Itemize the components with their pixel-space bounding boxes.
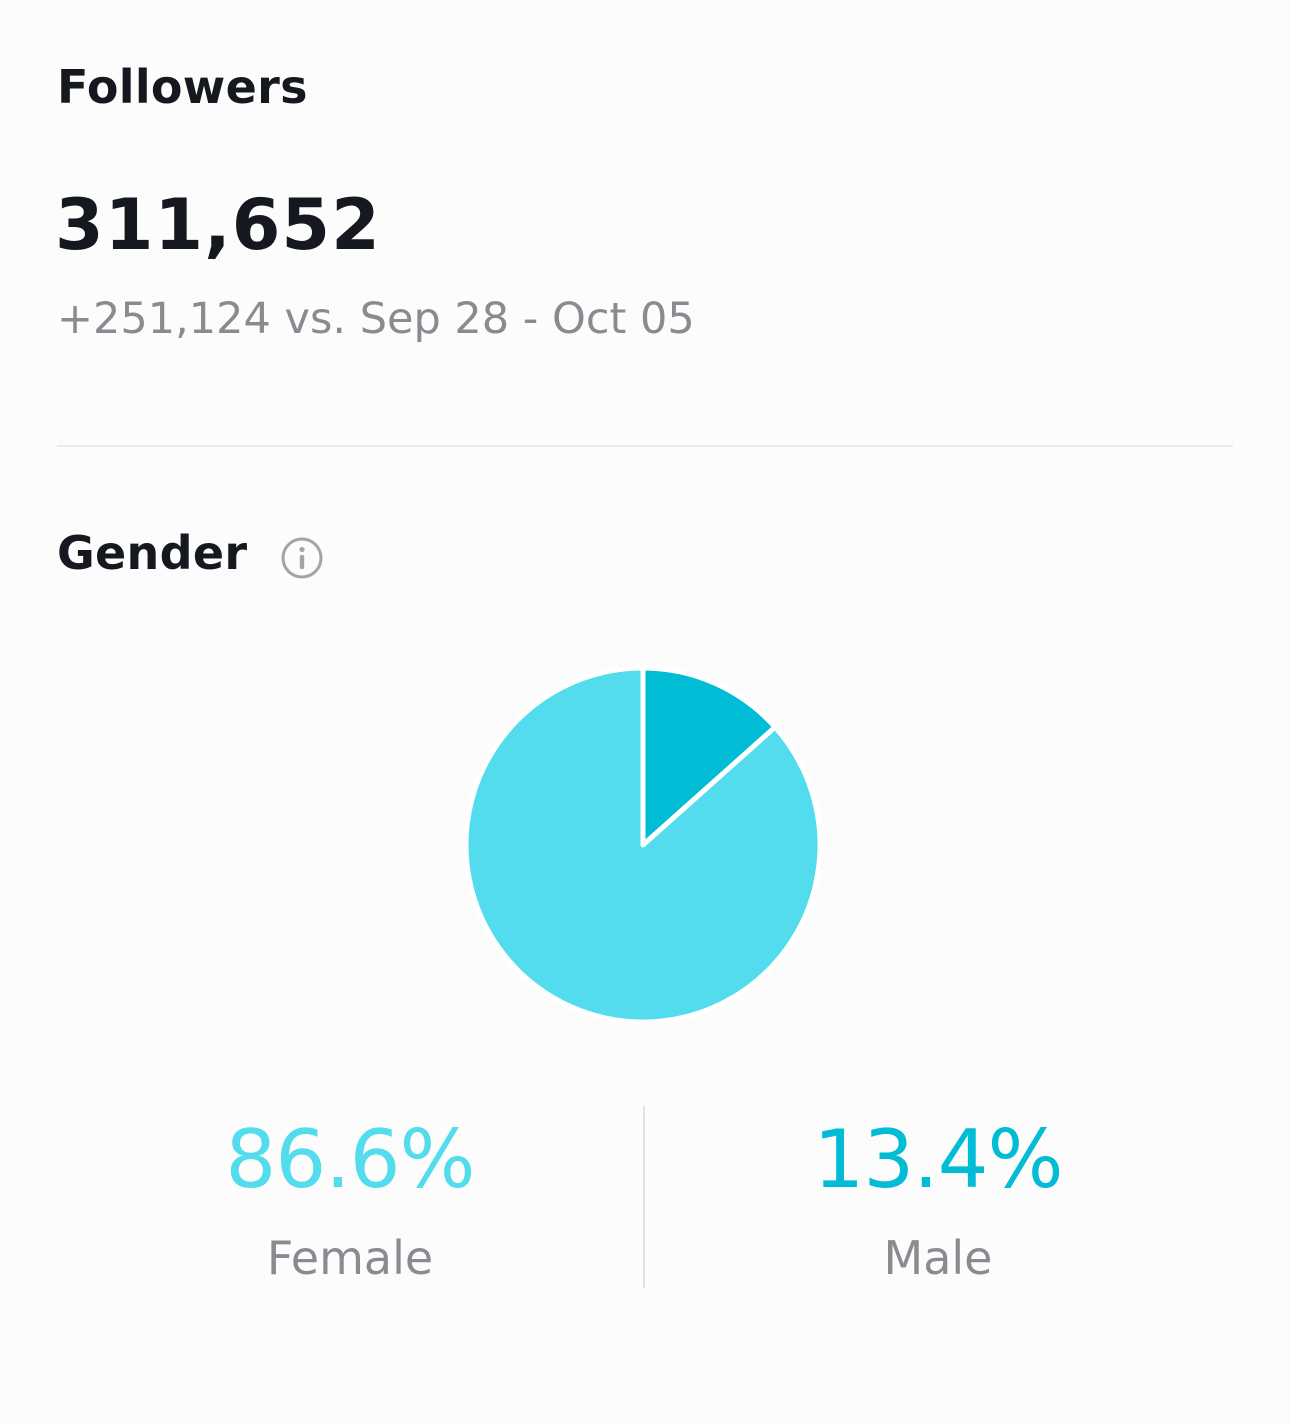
male-label: Male (883, 1231, 993, 1285)
female-stat: 86.6% Female (50, 1112, 650, 1286)
stat-divider (643, 1106, 645, 1288)
section-divider (57, 445, 1233, 447)
pie-slice-male (640, 665, 778, 848)
followers-change: +251,124 vs. Sep 28 - Oct 05 (57, 294, 695, 344)
male-percentage: 13.4% (813, 1113, 1063, 1206)
followers-count: 311,652 (55, 184, 381, 266)
followers-title: Followers (57, 60, 308, 114)
female-percentage: 86.6% (225, 1113, 475, 1206)
female-label: Female (266, 1231, 434, 1285)
info-circle-icon[interactable] (280, 536, 324, 580)
male-stat: 13.4% Male (638, 1112, 1238, 1286)
pie-slice-female (463, 665, 823, 1025)
gender-title: Gender (57, 526, 248, 580)
